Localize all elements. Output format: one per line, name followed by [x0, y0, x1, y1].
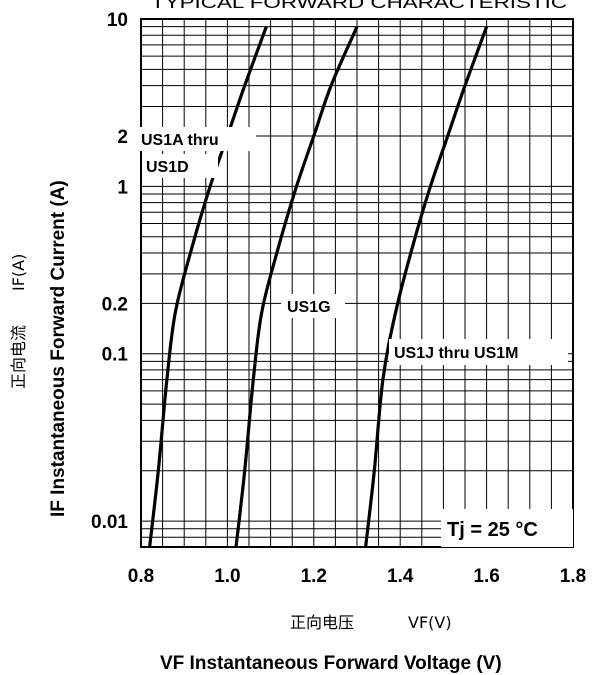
y-tick-label: 2	[117, 127, 128, 148]
label-bg-us1j	[389, 339, 568, 365]
y-tick-label: 0.2	[102, 294, 128, 315]
y-axis-label: IF Instantaneous Forward Current (A)	[48, 180, 69, 517]
series-label-us1j: US1J thru US1M	[394, 345, 518, 362]
y-tick-label: 10	[107, 10, 128, 31]
x-tick-label: 1.6	[473, 566, 499, 587]
annotation-bg	[441, 509, 573, 547]
x-tick-label: 0.8	[128, 566, 154, 587]
x-tick-label: 1.0	[214, 566, 240, 587]
x-tick-label: 1.2	[301, 566, 327, 587]
label-bg-us1d	[142, 154, 218, 178]
series-label-us1a: US1A thru	[141, 132, 219, 149]
grid	[140, 18, 574, 548]
y-axis-label-cn-unit: IF(A)	[9, 254, 28, 291]
x-axis-label-cn-unit: VF(V)	[408, 613, 452, 632]
series-label-us1g: US1G	[287, 299, 331, 316]
x-tick-labels: 0.8 1.0 1.2 1.4 1.6 1.8	[128, 566, 586, 587]
curves	[148, 26, 489, 547]
y-tick-label: 0.1	[102, 345, 129, 366]
series-label-us1d: US1D	[146, 159, 189, 176]
y-tick-label: 1	[117, 177, 128, 198]
x-tick-label: 1.4	[387, 566, 414, 587]
label-bg-us1a	[138, 127, 256, 151]
y-tick-label: 0.01	[91, 512, 128, 533]
plot-frame	[140, 18, 574, 548]
x-axis-label: VF Instantaneous Forward Voltage (V)	[160, 653, 502, 674]
chart-title: TYPICAL FORWARD CHARACTERISTIC	[151, 0, 567, 12]
x-tick-label: 1.8	[560, 566, 586, 587]
series-line-2	[234, 26, 359, 547]
series-line-1	[148, 26, 268, 547]
plot-border	[140, 18, 574, 548]
label-bg-us1g	[281, 294, 345, 318]
series-line-3	[364, 26, 489, 547]
temperature-annotation: Tj = 25 °C	[447, 519, 538, 541]
y-axis-label-cn: 正向电流	[9, 325, 28, 389]
y-tick-labels: 0.01 0.1 0.2 1 2 10	[91, 10, 128, 533]
x-axis-label-cn: 正向电压	[290, 613, 354, 632]
